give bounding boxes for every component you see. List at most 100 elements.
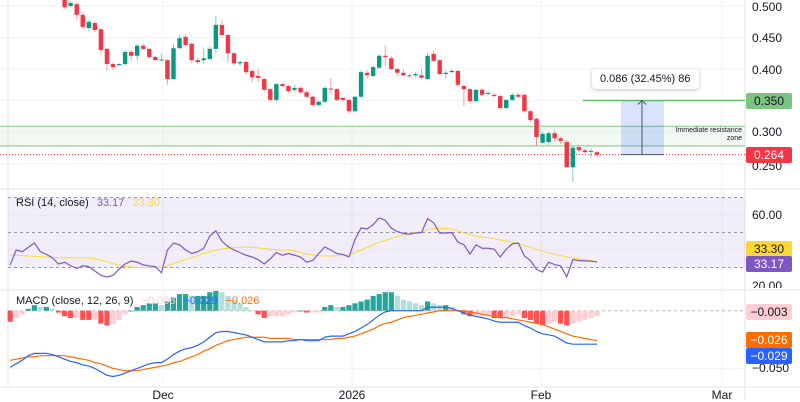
- macd-histogram-bar: [243, 307, 249, 311]
- candle-down: [328, 78, 333, 95]
- candle-body: [540, 133, 545, 143]
- candle-up: [473, 89, 479, 104]
- macd-histogram-bar: [261, 310, 267, 319]
- macd-histogram-bar: [158, 305, 164, 311]
- macd-histogram-bar: [304, 310, 310, 313]
- candle-down: [286, 84, 291, 93]
- macd-pane[interactable]: [7, 290, 745, 378]
- macd-histogram-bar: [497, 310, 503, 319]
- macd-histogram-bar: [279, 310, 285, 317]
- candle-body: [322, 87, 327, 102]
- macd-histogram-bar: [576, 310, 582, 322]
- macd-histogram-bar: [358, 301, 364, 311]
- macd-histogram-bar: [267, 310, 273, 317]
- macd-histogram-bar: [285, 310, 292, 315]
- candle-body: [207, 48, 212, 59]
- candle-body: [249, 70, 255, 78]
- macd-legend[interactable]: MACD (close, 12, 26, 9) −0.003 −0.029 −0…: [16, 295, 264, 307]
- rsi-ma-line: [10, 227, 598, 268]
- candle-up: [213, 16, 219, 54]
- candle-body: [74, 4, 79, 15]
- candle-body: [159, 59, 164, 61]
- candle-body: [62, 0, 67, 8]
- macd-hist-badge: −0.003: [746, 304, 792, 320]
- candle-down: [165, 58, 170, 85]
- candle-body: [153, 57, 158, 61]
- time-label-2026: 2026: [338, 388, 366, 402]
- candle-body: [449, 70, 454, 73]
- macd-histogram-bar: [225, 295, 231, 311]
- price-tick-label: 0.400: [752, 63, 783, 77]
- measure-arrowhead: [637, 99, 647, 105]
- candle-body: [534, 118, 539, 138]
- candle-up: [68, 1, 73, 8]
- candle-down: [383, 45, 388, 66]
- candle-body: [576, 147, 582, 151]
- candle-down: [92, 21, 98, 33]
- macd-line: [9, 306, 597, 378]
- rsi-pane[interactable]: [8, 197, 745, 279]
- candle-down: [268, 87, 273, 102]
- candle-down: [141, 43, 146, 51]
- macd-histogram-bar: [49, 308, 56, 311]
- candle-down: [346, 98, 352, 114]
- price-tick-label: 0.450: [752, 31, 783, 45]
- rsi-legend-ma-value: 33.30: [132, 197, 160, 209]
- price-pane[interactable]: [0, 0, 745, 182]
- candle-down: [147, 47, 152, 59]
- candle-body: [479, 89, 485, 95]
- candle-body: [377, 55, 382, 68]
- rsi-value-badge: 33.17: [746, 256, 792, 272]
- candle-up: [358, 70, 364, 98]
- candle-body: [147, 48, 152, 58]
- candle-body: [231, 53, 237, 64]
- candle-down: [310, 95, 315, 107]
- candle-body: [485, 92, 491, 94]
- candle-up: [449, 69, 454, 73]
- macd-histogram-bar: [467, 310, 473, 317]
- candle-down: [389, 55, 394, 71]
- candle-up: [322, 86, 327, 104]
- candle-down: [419, 68, 424, 80]
- candle-body: [352, 96, 358, 112]
- macd-legend-title: MACD (close, 12, 26, 9): [16, 295, 134, 307]
- macd-histogram-bar: [201, 295, 207, 311]
- candle-down: [431, 50, 436, 63]
- rsi-tick-label: 20.00: [752, 279, 783, 288]
- macd-histogram-bar: [98, 310, 104, 324]
- candle-down: [231, 51, 237, 66]
- candle-down: [110, 62, 116, 71]
- candle-up: [377, 53, 382, 69]
- macd-histogram-bar: [140, 305, 146, 311]
- candle-body: [510, 94, 515, 100]
- rsi-legend[interactable]: RSI (14, close) 33.17 33.30: [16, 197, 165, 209]
- candle-body: [256, 75, 261, 78]
- candle-body: [292, 87, 297, 90]
- macd-histogram-bar: [346, 305, 352, 311]
- candle-body: [92, 23, 98, 30]
- candle-down: [195, 57, 200, 64]
- candle-body: [165, 60, 170, 80]
- candle-body: [219, 24, 225, 35]
- candle-down: [498, 94, 503, 110]
- candle-body: [225, 34, 231, 54]
- candle-body: [443, 72, 448, 75]
- macd-histogram-bar: [80, 310, 86, 320]
- macd-histogram-bar: [62, 310, 68, 317]
- candle-up: [135, 43, 140, 61]
- macd-histogram-bar: [533, 310, 540, 324]
- candle-down: [298, 86, 303, 95]
- candle-down: [461, 84, 467, 107]
- candle-body: [237, 62, 243, 64]
- candle-down: [153, 55, 158, 61]
- candle-body: [552, 133, 557, 139]
- macd-histogram-bar: [412, 303, 419, 311]
- candle-down: [74, 2, 79, 20]
- target-price-badge: 0.350: [746, 93, 792, 109]
- macd-histogram-bar: [364, 299, 370, 311]
- candle-up: [485, 90, 491, 96]
- candle-body: [383, 55, 388, 58]
- candle-down: [364, 70, 370, 79]
